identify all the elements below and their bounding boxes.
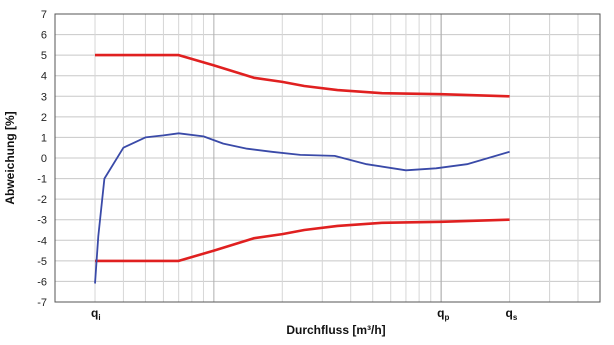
y-tick-label: 0 bbox=[41, 153, 47, 165]
y-tick-label: 4 bbox=[41, 71, 47, 83]
y-tick-label: 5 bbox=[41, 50, 47, 62]
series-line-3 bbox=[94, 132, 510, 284]
y-tick-label: -7 bbox=[37, 297, 47, 309]
y-tick-label: 7 bbox=[41, 9, 47, 21]
q-marker-p: qp bbox=[437, 306, 449, 322]
plot-frame bbox=[54, 13, 601, 303]
y-axis-title: Abweichung [%] bbox=[3, 111, 17, 204]
y-tick-label: -2 bbox=[37, 194, 47, 206]
y-tick-label: -1 bbox=[37, 174, 47, 186]
y-tick-labels: 7 6 5 4 3 2 1 0 -1 -2 -3 -4 -5 -6 -7 bbox=[37, 9, 47, 309]
series-lines bbox=[94, 53, 510, 284]
q-marker-s: qs bbox=[506, 306, 518, 322]
y-tick-label: -4 bbox=[37, 235, 47, 247]
y-tick-label: -6 bbox=[37, 276, 47, 288]
y-tick-label: 1 bbox=[41, 132, 47, 144]
x-axis-title: Durchfluss [m³/h] bbox=[286, 323, 385, 337]
q-marker-i: qi bbox=[91, 306, 101, 322]
q-markers: qi qp qs bbox=[91, 306, 518, 322]
series-line-1 bbox=[95, 53, 510, 98]
y-tick-label: 2 bbox=[41, 112, 47, 124]
y-tick-label: -5 bbox=[37, 256, 47, 268]
grid bbox=[54, 13, 601, 303]
series-line-2 bbox=[95, 218, 510, 263]
y-tick-label: 3 bbox=[41, 91, 47, 103]
y-tick-label: 6 bbox=[41, 30, 47, 42]
y-tick-label: -3 bbox=[37, 215, 47, 227]
